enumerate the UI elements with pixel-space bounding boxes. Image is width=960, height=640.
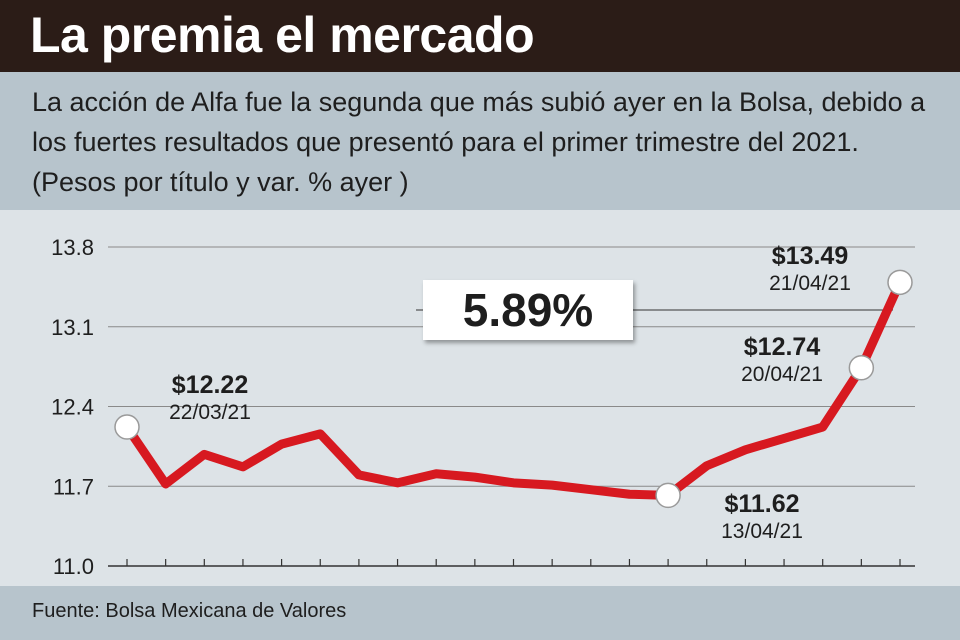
data-point-marker (887, 269, 913, 296)
y-tick-label: 13.1 (51, 315, 94, 340)
header-bar (0, 0, 960, 72)
subtitle-panel (0, 72, 960, 210)
chart-title: La premia el mercado (30, 7, 535, 63)
data-point-marker (848, 355, 875, 381)
chart-subtitle: La acción de Alfa fue la segunda que más… (32, 87, 926, 197)
data-label-date: 21/04/21 (769, 272, 851, 295)
y-tick-label: 11.7 (53, 474, 94, 499)
y-tick-label: 13.8 (51, 235, 94, 260)
data-point-marker (114, 414, 140, 440)
source-panel (0, 586, 960, 640)
data-point-marker (655, 482, 681, 509)
data-label-date: 13/04/21 (721, 520, 803, 543)
percent-change-box: 5.89% (423, 280, 633, 340)
y-tick-label: 12.4 (51, 395, 94, 420)
data-label-value: $13.49 (772, 242, 848, 270)
data-label-value: $12.22 (172, 371, 248, 399)
data-label-date: 22/03/21 (169, 401, 251, 424)
y-tick-label: 11.0 (53, 554, 94, 579)
data-label-value: $11.62 (724, 490, 799, 518)
percent-change-value: 5.89% (462, 284, 594, 336)
series-line (122, 277, 905, 500)
data-label-value: $12.74 (744, 333, 821, 361)
source-note: Fuente: Bolsa Mexicana de Valores (32, 600, 347, 622)
data-label-date: 20/04/21 (741, 363, 823, 386)
chart-area (0, 210, 960, 586)
